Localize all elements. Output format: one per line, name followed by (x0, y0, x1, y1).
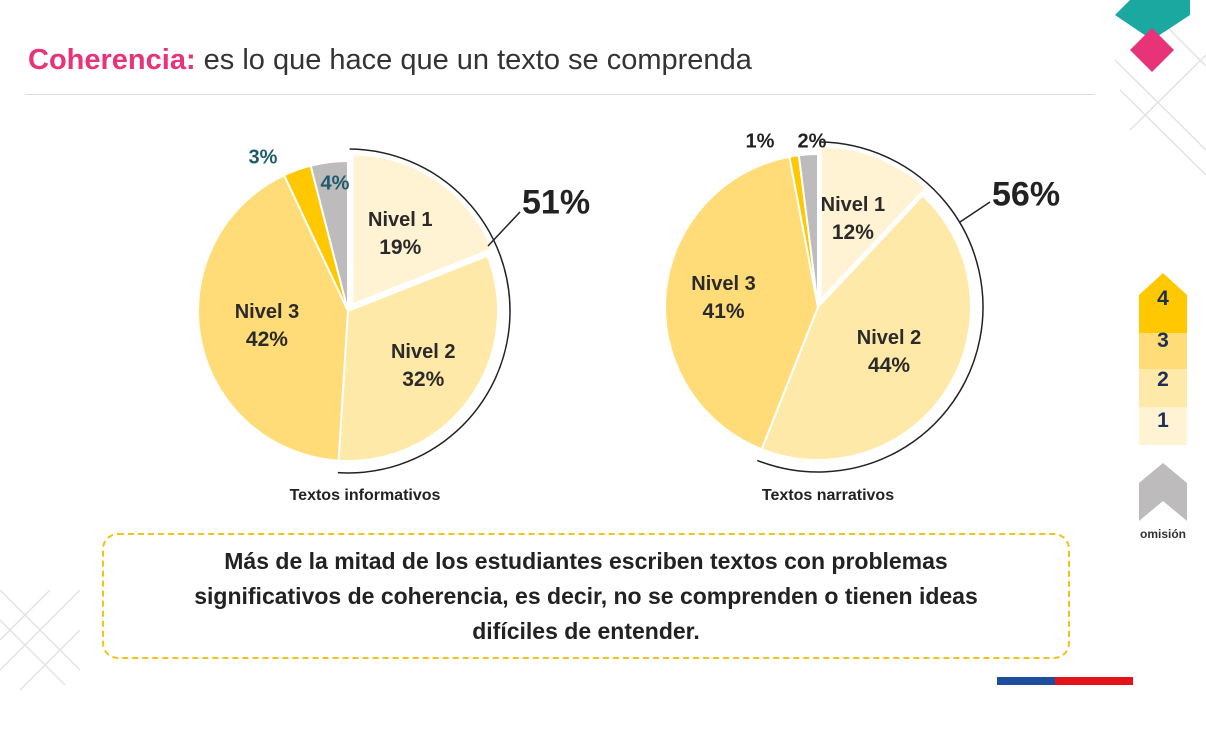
bracket-leader-line (487, 211, 521, 247)
title-divider (25, 94, 1095, 95)
pie-slice-1-omisi-n (797, 152, 819, 308)
pie-slice-0-nivel-1 (351, 153, 494, 306)
flag-bar-blue (997, 677, 1055, 685)
bracket-total-label: 51% (522, 183, 591, 222)
pie-label-value: 42% (245, 328, 288, 352)
pie-label: Nivel 1 19% (368, 207, 432, 261)
bracket-arc (756, 141, 984, 473)
pie-label-category: Nivel 2 (856, 327, 922, 350)
pie-label-value-small: 3% (248, 146, 278, 169)
pie-label-category: Nivel 1 (820, 193, 886, 216)
page-title: Coherencia: es lo que hace que un texto … (28, 44, 752, 77)
pie-label-value-small: 2% (797, 130, 827, 153)
legend-level-4: 4 (1157, 287, 1169, 310)
chart-title-informativos: Textos informativos (289, 487, 441, 504)
chart-title-narrativos: Textos narrativos (761, 487, 895, 504)
pie-label-value: 44% (868, 354, 911, 378)
legend-level-1: 1 (1157, 409, 1169, 432)
callout-text: Más de la mitad de los estudiantes escri… (194, 547, 978, 644)
pie-label: Nivel 3 42% (235, 299, 299, 353)
pie-label-value-small: 1% (745, 130, 775, 153)
corner-decoration-top-right (1114, 9, 1206, 176)
pie-slice-1-nivel-2 (760, 194, 972, 461)
bracket-leader-line (959, 201, 991, 223)
flag-bar-red (1055, 677, 1133, 685)
title-keyword: Coherencia: (28, 44, 196, 76)
pie-label-category: Nivel 2 (390, 340, 456, 363)
pie-slice-1-nivel-3 (664, 155, 820, 451)
bracket-arc (337, 148, 511, 474)
legend-level-2: 2 (1157, 368, 1169, 391)
pie-label-value: 12% (831, 220, 874, 244)
conclusion-callout: Más de la mitad de los estudiantes escri… (102, 533, 1070, 659)
corner-decoration-bottom-left (0, 589, 81, 691)
title-rest: es lo que hace que un texto se comprenda (195, 44, 752, 76)
pie-label: Nivel 2 44% (857, 325, 921, 379)
pie-slice-1-nivel-1 (819, 145, 928, 303)
pie-label: Nivel 3 41% (691, 271, 755, 325)
pie-label: Nivel 1 12% (821, 192, 885, 246)
pie-slice-0-omisi-n (309, 159, 349, 312)
legend-omission-label: omisión (1139, 527, 1187, 541)
pie-slice-0-nivel-3 (197, 173, 350, 462)
pie-label-category: Nivel 3 (691, 273, 756, 296)
pink-diamond (1130, 28, 1174, 72)
pie-slice-0-nivel-2 (337, 254, 499, 462)
pie-label-value: 41% (702, 300, 745, 324)
pie-label-category: Nivel 1 (368, 209, 433, 232)
pie-label-value: 32% (402, 367, 445, 391)
legend-level-3: 3 (1157, 329, 1169, 352)
bracket-total-label: 56% (992, 175, 1061, 214)
pie-label: Nivel 2 32% (391, 339, 455, 393)
pie-label-value: 19% (379, 236, 422, 260)
teal-shape (1115, 0, 1190, 40)
pie-label-value-small: 4% (320, 172, 350, 195)
pie-label-category: Nivel 3 (234, 301, 300, 324)
